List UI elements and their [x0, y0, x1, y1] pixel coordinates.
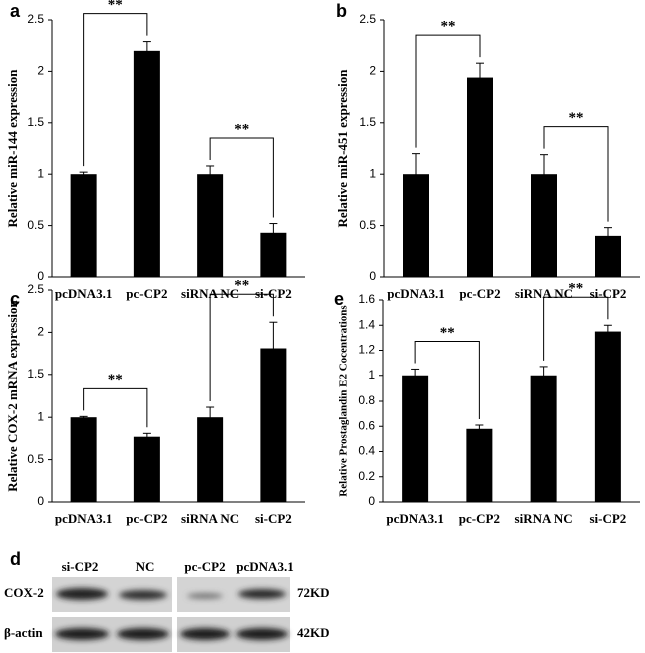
lane-label: pc-CP2: [184, 559, 225, 574]
y-tick-label: 0: [368, 494, 375, 508]
y-tick-label: 1: [368, 368, 375, 382]
y-axis-label: Relative miR-451 expression: [335, 69, 350, 228]
y-tick-label: 1: [37, 166, 44, 180]
y-tick-label: 0.5: [27, 452, 44, 466]
x-tick-label: siRNA NC: [181, 511, 239, 526]
y-tick-label: 0.5: [27, 218, 44, 232]
y-tick-label: 2: [369, 64, 376, 78]
significance-bracket: [543, 296, 609, 361]
y-tick-label: 2: [37, 64, 44, 78]
x-tick-label: siRNA NC: [181, 286, 239, 301]
size-label: 72KD: [297, 585, 330, 600]
panel-letter: b: [336, 1, 347, 21]
y-tick-label: 0: [37, 269, 44, 283]
x-tick-label: si-CP2: [589, 511, 626, 526]
row-label: β-actin: [4, 625, 43, 640]
significance-label: **: [234, 121, 249, 137]
significance-label: **: [108, 372, 123, 388]
x-tick-label: pcDNA3.1: [387, 286, 444, 301]
x-tick-label: siRNA NC: [515, 511, 573, 526]
bar: [197, 174, 224, 277]
y-tick-label: 1: [37, 409, 44, 423]
x-tick-label: pc-CP2: [126, 511, 167, 526]
lane-label: si-CP2: [62, 559, 99, 574]
x-tick-label: pcDNA3.1: [55, 286, 112, 301]
x-tick-label: pc-CP2: [459, 286, 500, 301]
bar: [70, 417, 97, 502]
x-tick-label: pc-CP2: [126, 286, 167, 301]
bar: [133, 50, 160, 278]
significance-bracket: [415, 34, 481, 148]
bar: [467, 77, 493, 278]
y-axis-label: Relative Prostaglandin E2 Cocentrations: [338, 305, 350, 497]
bar: [594, 331, 621, 502]
size-label: 42KD: [297, 625, 330, 640]
y-tick-label: 2.5: [359, 12, 376, 26]
y-tick-label: 0: [37, 494, 44, 508]
y-tick-label: 2.5: [27, 282, 44, 296]
y-axis-label: Relative COX-2 mRNA expression: [5, 299, 20, 491]
y-tick-label: 0.4: [358, 444, 375, 458]
x-tick-label: si-CP2: [255, 511, 292, 526]
bar: [466, 428, 493, 502]
y-tick-label: 1.6: [358, 292, 375, 306]
significance-label: **: [440, 325, 455, 341]
lane-label: NC: [136, 559, 155, 574]
y-tick-label: 1.2: [358, 343, 375, 357]
x-tick-label: pcDNA3.1: [55, 511, 112, 526]
significance-bracket: [414, 340, 480, 419]
blot-image: [52, 577, 290, 652]
y-tick-label: 0.6: [358, 418, 375, 432]
significance-bracket: [209, 137, 274, 218]
y-tick-label: 1.5: [359, 115, 376, 129]
panel-letter: d: [10, 549, 21, 569]
y-tick-label: 0.8: [358, 393, 375, 407]
y-axis-label: Relative miR-144 expression: [5, 69, 20, 228]
y-tick-label: 1.5: [27, 115, 44, 129]
y-tick-label: 1: [369, 166, 376, 180]
x-tick-label: pcDNA3.1: [386, 511, 443, 526]
significance-bracket: [209, 293, 274, 402]
bar: [197, 417, 224, 502]
x-tick-label: si-CP2: [255, 286, 292, 301]
panel-letter: a: [10, 1, 21, 21]
significance-label: **: [441, 19, 456, 35]
bar: [402, 375, 429, 502]
y-tick-label: 2: [37, 325, 44, 339]
significance-label: **: [234, 278, 249, 294]
significance-bracket: [543, 126, 609, 222]
y-tick-label: 0.5: [359, 218, 376, 232]
panel-letter: c: [10, 289, 20, 309]
significance-bracket: [83, 387, 148, 428]
y-tick-label: 1.5: [27, 367, 44, 381]
bar: [70, 174, 97, 277]
y-tick-label: 0: [369, 269, 376, 283]
significance-label: **: [108, 0, 123, 13]
significance-label: **: [569, 110, 584, 126]
y-tick-label: 2.5: [27, 12, 44, 26]
panel-letter: e: [334, 289, 344, 309]
significance-bracket: [83, 13, 148, 167]
lane-label: pcDNA3.1: [236, 559, 293, 574]
bar: [133, 436, 160, 502]
x-tick-label: pc-CP2: [459, 511, 500, 526]
y-tick-label: 1.4: [358, 317, 375, 331]
y-tick-label: 0.2: [358, 469, 375, 483]
row-label: COX-2: [4, 585, 44, 600]
significance-label: **: [568, 281, 583, 297]
bar: [530, 375, 557, 502]
